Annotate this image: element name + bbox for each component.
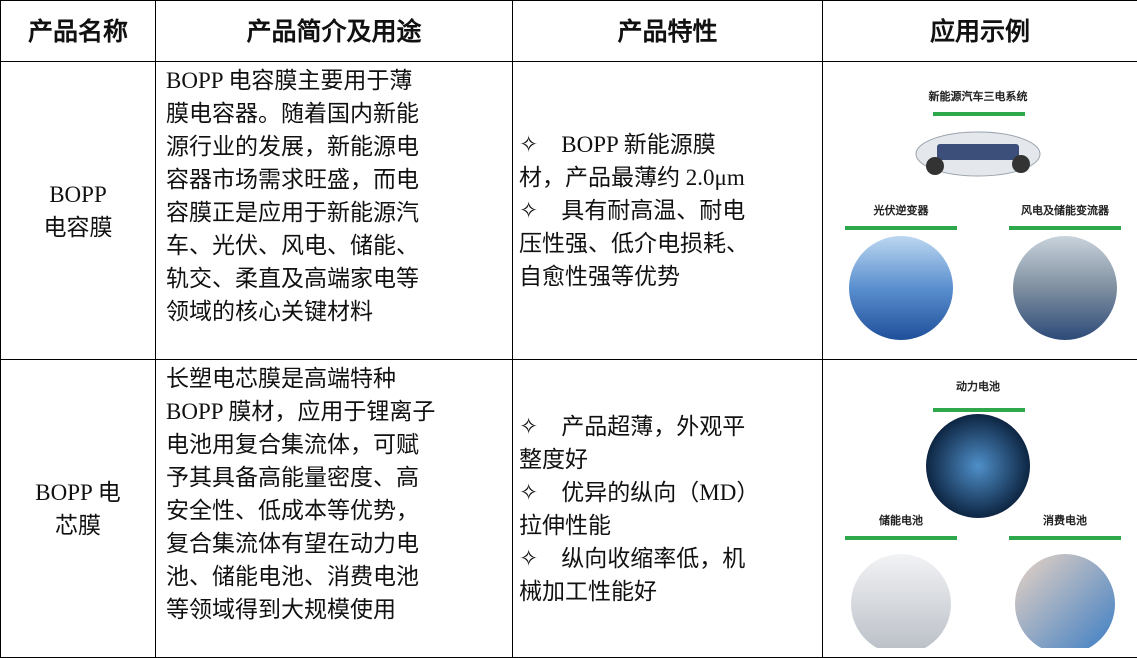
green-bar xyxy=(1009,536,1121,540)
header-cell: 产品特性 xyxy=(513,1,823,62)
consumer-image xyxy=(1015,554,1115,648)
text-line: 容膜正是应用于新能源汽 xyxy=(166,196,512,229)
text-line: ✧ 产品超薄，外观平 xyxy=(519,410,822,443)
text-line: 轨交、柔直及高端家电等 xyxy=(166,262,512,295)
text-line: 池、储能电池、消费电池 xyxy=(166,560,512,593)
name-cell: BOPP 电芯膜 xyxy=(1,360,156,658)
text-line: 予其具备高能量密度、高 xyxy=(166,461,512,494)
solar-image xyxy=(849,236,953,340)
text-line: 电容膜 xyxy=(1,211,155,244)
text-line: ✧ 优异的纵向（MD） xyxy=(519,476,822,509)
text-line: 长塑电芯膜是高端特种 xyxy=(166,362,512,395)
text-line: 芯膜 xyxy=(1,509,155,542)
text-line: 车、光伏、风电、储能、 xyxy=(166,229,512,262)
text-line: 自愈性强等优势 xyxy=(519,260,822,293)
feature-cell: ✧ 产品超薄，外观平整度好✧ 优异的纵向（MD）拉伸性能✧ 纵向收缩率低，机械加… xyxy=(513,360,823,658)
text-line: BOPP xyxy=(1,178,155,211)
text-line: BOPP 电容膜主要用于薄 xyxy=(166,64,512,97)
text-line: ✧ BOPP 新能源膜 xyxy=(519,128,822,161)
text-line: 压性强、低介电损耗、 xyxy=(519,227,822,260)
text-line: 等领域得到大规模使用 xyxy=(166,593,512,626)
text-line: 械加工性能好 xyxy=(519,575,822,608)
text-line: 膜电容器。随着国内新能 xyxy=(166,97,512,130)
intro-cell: BOPP 电容膜主要用于薄膜电容器。随着国内新能源行业的发展，新能源电容器市场需… xyxy=(156,62,513,360)
text-line: 拉伸性能 xyxy=(519,509,822,542)
text-line: 源行业的发展，新能源电 xyxy=(166,130,512,163)
text-line: 领域的核心关键材料 xyxy=(166,295,512,328)
example-cell: 新能源汽车三电系统 光伏逆变器 风电及储能变流器 xyxy=(823,62,1137,360)
text-line: 容器市场需求旺盛，而电 xyxy=(166,163,512,196)
example-label: 动力电池 xyxy=(956,379,1000,393)
text-line: ✧ 纵向收缩率低，机 xyxy=(519,542,822,575)
text-line: BOPP 膜材，应用于锂离子 xyxy=(166,395,512,428)
header-row: 产品名称 产品简介及用途 产品特性 应用示例 xyxy=(1,1,1137,62)
example-label: 储能电池 xyxy=(879,513,923,527)
example-cell: 动力电池 储能电池 消费电池 xyxy=(823,360,1137,658)
text-line: 安全性、低成本等优势， xyxy=(166,494,512,527)
ev-image xyxy=(926,414,1030,518)
text-line: ✧ 具有耐高温、耐电 xyxy=(519,194,822,227)
car-image xyxy=(916,132,1040,176)
feature-cell: ✧ BOPP 新能源膜材，产品最薄约 2.0μm✧ 具有耐高温、耐电压性强、低介… xyxy=(513,62,823,360)
green-bar xyxy=(845,226,957,230)
text-line: 整度好 xyxy=(519,443,822,476)
text-line: 电池用复合集流体，可赋 xyxy=(166,428,512,461)
green-bar xyxy=(1009,226,1121,230)
page: {"table": {"header": ["产品名称", "产品简介及用途",… xyxy=(0,0,1137,644)
header-cell: 产品名称 xyxy=(1,1,156,62)
header-cell: 应用示例 xyxy=(823,1,1137,62)
green-bar xyxy=(845,536,957,540)
city-image xyxy=(1013,236,1117,340)
example-label: 风电及储能变流器 xyxy=(1021,203,1110,217)
header-cell: 产品简介及用途 xyxy=(156,1,513,62)
storage-image xyxy=(851,554,951,648)
example-label: 光伏逆变器 xyxy=(873,203,930,217)
text-line: 材，产品最薄约 2.0μm xyxy=(519,161,822,194)
green-bar xyxy=(933,408,1025,412)
text-line: 复合集流体有望在动力电 xyxy=(166,527,512,560)
example-label: 消费电池 xyxy=(1043,513,1087,527)
text-line: BOPP 电 xyxy=(1,476,155,509)
example-illustration: 动力电池 储能电池 消费电池 xyxy=(825,360,1135,648)
example-label: 新能源汽车三电系统 xyxy=(929,89,1028,103)
green-bar xyxy=(933,112,1025,116)
example-illustration: 新能源汽车三电系统 光伏逆变器 风电及储能变流器 xyxy=(825,62,1135,350)
